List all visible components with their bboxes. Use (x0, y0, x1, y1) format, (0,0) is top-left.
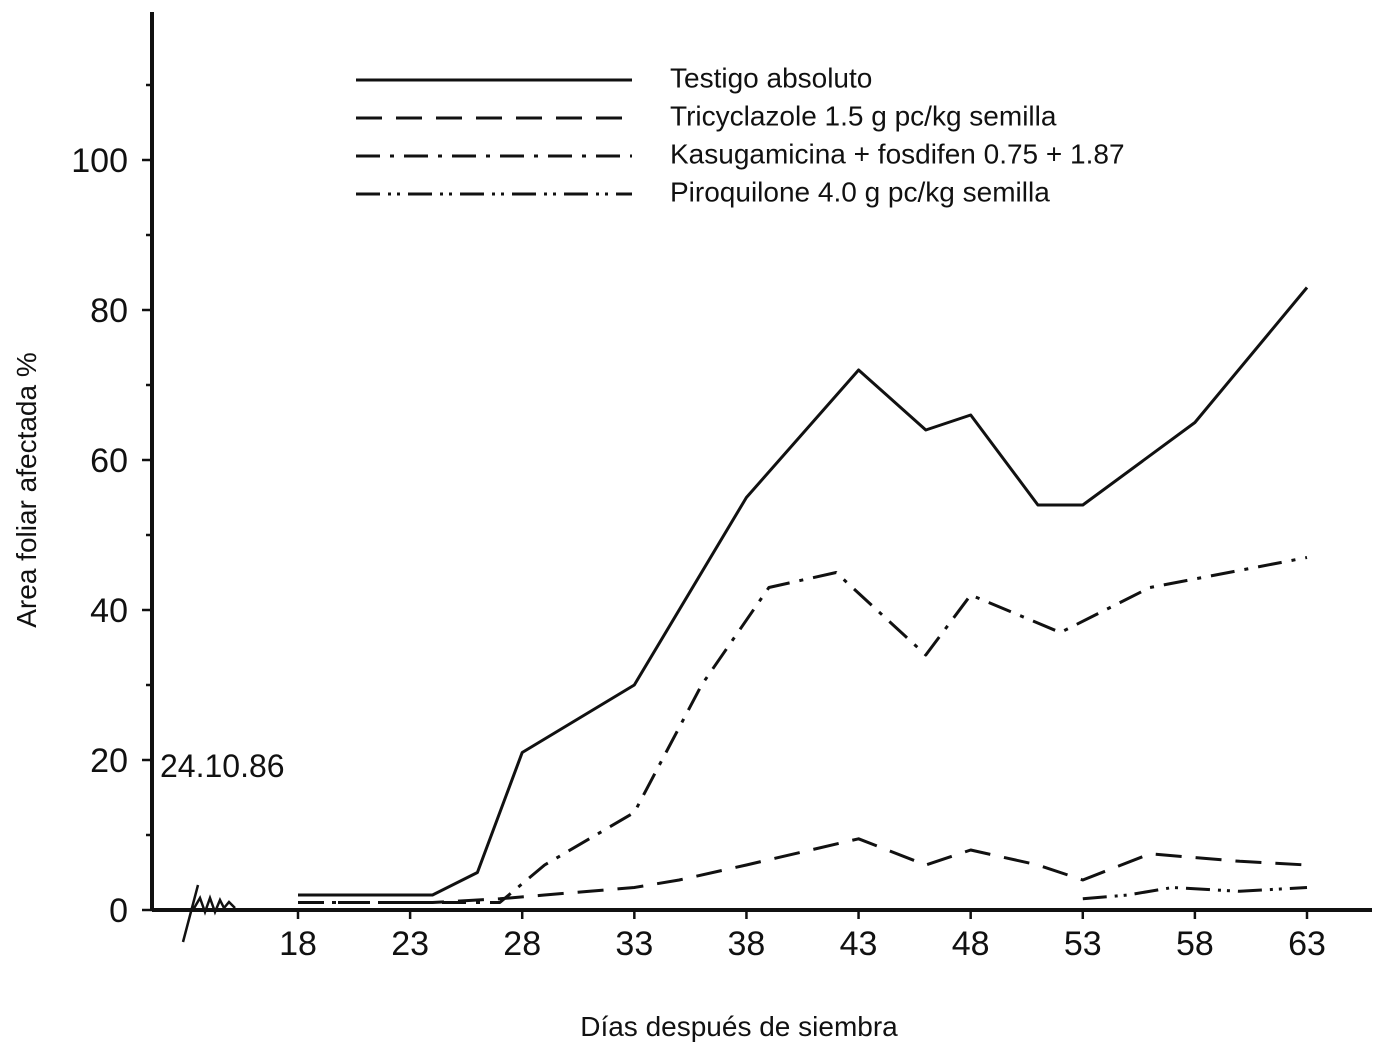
y-tick-label: 0 (109, 892, 128, 930)
x-tick-label: 53 (1064, 925, 1102, 963)
date-annotation: 24.10.86 (160, 748, 285, 784)
x-axis-title: Días después de siembra (580, 1011, 898, 1042)
series-line-2 (298, 837, 1308, 904)
legend-label-3: Kasugamicina + fosdifen 0.75 + 1.87 (670, 138, 1125, 169)
series-layer (298, 286, 1309, 904)
y-tick-label: 20 (90, 742, 128, 780)
x-tick-label: 28 (503, 925, 541, 963)
x-tick-label: 23 (391, 925, 429, 963)
axis-break-mark (181, 884, 236, 943)
x-tick-label: 43 (840, 925, 878, 963)
series-line-3 (298, 556, 1308, 904)
x-tick-label: 18 (279, 925, 317, 963)
x-tick-label: 33 (615, 925, 653, 963)
x-axis-ticks: 18 23 28 33 38 43 48 53 58 63 (279, 910, 1326, 963)
x-tick-label: 63 (1288, 925, 1326, 963)
y-tick-label: 100 (71, 142, 128, 180)
x-tick-label: 38 (728, 925, 766, 963)
y-tick-label: 80 (90, 292, 128, 330)
y-tick-label: 40 (90, 592, 128, 630)
x-tick-label: 58 (1176, 925, 1214, 963)
x-tick-label: 48 (952, 925, 990, 963)
legend: Testigo absoluto Tricyclazole 1.5 g pc/kg… (356, 62, 1125, 207)
y-axis-title: Area foliar afectada % (11, 352, 42, 628)
y-tick-label: 60 (90, 442, 128, 480)
y-axis-ticks: 0 20 40 60 80 100 (71, 83, 152, 930)
legend-label-2: Tricyclazole 1.5 g pc/kg semilla (670, 100, 1057, 131)
legend-label-1: Testigo absoluto (670, 62, 872, 93)
series-line-1 (298, 286, 1309, 897)
legend-label-4: Piroquilone 4.0 g pc/kg semilla (670, 176, 1050, 207)
series-line-4 (1082, 886, 1308, 901)
